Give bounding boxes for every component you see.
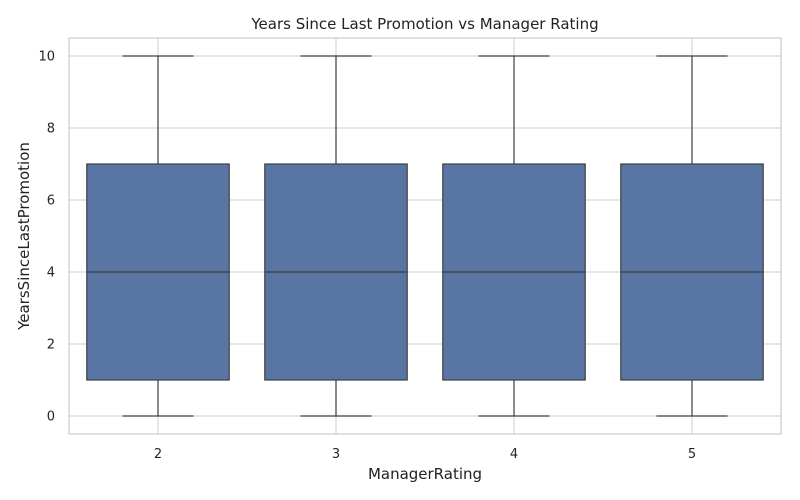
tick-layer: 0 2 4 6 8 10 2 3 4 5 <box>38 50 696 463</box>
plot-frame <box>68 37 782 435</box>
box-group-5 <box>620 55 764 417</box>
y-tick-label: 4 <box>47 266 55 281</box>
x-tick-label: 3 <box>332 447 340 462</box>
x-tick-label: 5 <box>688 447 696 462</box>
y-tick-label: 8 <box>47 122 55 137</box>
box-group-2 <box>86 55 230 417</box>
y-tick-label: 10 <box>38 50 55 65</box>
x-tick-label: 2 <box>154 447 162 462</box>
y-tick-label: 0 <box>47 410 55 425</box>
box-layer <box>86 55 764 417</box>
y-axis-label: YearsSinceLastPromotion <box>15 142 33 331</box>
x-tick-label: 4 <box>510 447 518 462</box>
box-group-3 <box>264 55 408 417</box>
box-group-4 <box>442 55 586 417</box>
chart-title: Years Since Last Promotion vs Manager Ra… <box>250 15 598 33</box>
y-tick-label: 6 <box>47 194 55 209</box>
y-tick-label: 2 <box>47 338 55 353</box>
x-axis-label: ManagerRating <box>368 465 482 483</box>
